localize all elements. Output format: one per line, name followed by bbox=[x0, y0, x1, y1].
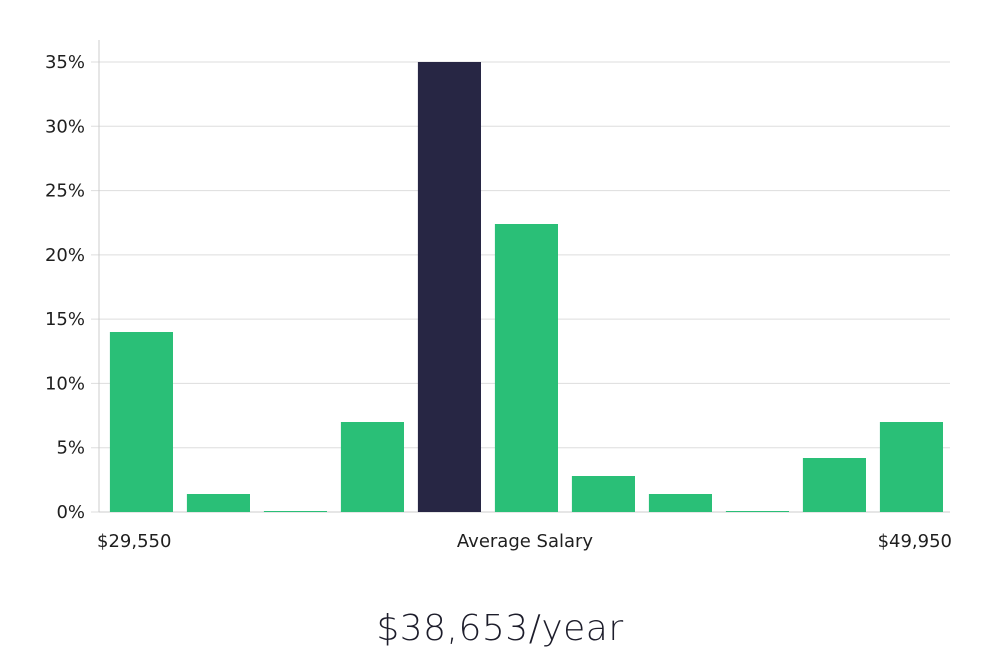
y-tick-label: 20% bbox=[45, 245, 85, 266]
y-tick-label: 15% bbox=[45, 309, 85, 330]
y-tick-label: 35% bbox=[45, 52, 85, 73]
bar bbox=[263, 511, 327, 512]
y-tick-label: 0% bbox=[56, 502, 85, 523]
y-tick-label: 25% bbox=[45, 181, 85, 202]
bar bbox=[109, 332, 173, 512]
bar bbox=[494, 224, 558, 512]
bar bbox=[571, 476, 635, 512]
bar bbox=[879, 422, 943, 512]
x-label-min: $29,550 bbox=[97, 531, 171, 552]
bar-average-highlight bbox=[417, 62, 481, 512]
bar bbox=[340, 422, 404, 512]
y-tick-label: 10% bbox=[45, 373, 85, 394]
bar bbox=[648, 494, 712, 512]
bar bbox=[802, 458, 866, 512]
bar bbox=[725, 511, 789, 512]
y-tick-label: 30% bbox=[45, 116, 85, 137]
bars bbox=[109, 62, 943, 512]
x-label-average: Average Salary bbox=[457, 531, 594, 552]
average-salary-value: $38,653/year bbox=[376, 608, 624, 649]
x-label-max: $49,950 bbox=[878, 531, 952, 552]
bar bbox=[186, 494, 250, 512]
y-axis-ticks: 0% 5% 10% 15% 20% 25% 30% 35% bbox=[45, 52, 85, 523]
y-tick-label: 5% bbox=[56, 438, 85, 459]
